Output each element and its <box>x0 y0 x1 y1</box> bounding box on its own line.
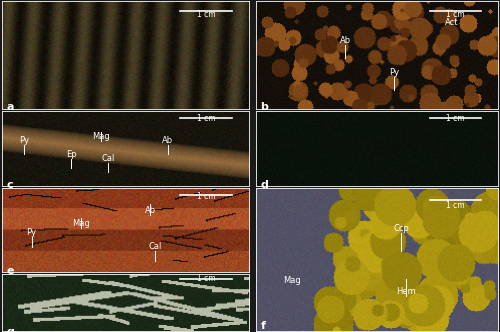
Text: Py: Py <box>19 136 30 145</box>
Text: e: e <box>7 266 14 276</box>
Text: 1 cm: 1 cm <box>446 10 465 19</box>
Text: 1 cm: 1 cm <box>446 114 465 123</box>
Text: Mag: Mag <box>72 219 90 228</box>
Text: Ab: Ab <box>145 206 156 214</box>
Text: Hem: Hem <box>396 287 415 296</box>
Text: c: c <box>7 180 14 190</box>
Text: 1 cm: 1 cm <box>197 10 216 19</box>
Text: Ccp: Ccp <box>393 224 409 233</box>
Text: Mag: Mag <box>283 276 301 285</box>
Text: 1 cm: 1 cm <box>446 202 465 210</box>
Text: Act: Act <box>445 18 458 27</box>
Text: Cal: Cal <box>148 242 162 251</box>
Text: g: g <box>7 327 15 332</box>
Text: Ab: Ab <box>162 136 173 145</box>
Text: 1 cm: 1 cm <box>197 114 216 123</box>
Text: a: a <box>7 102 14 112</box>
Text: Ep: Ep <box>66 150 76 159</box>
Text: 1 cm: 1 cm <box>197 192 216 201</box>
Text: d: d <box>260 180 268 190</box>
Text: Mag: Mag <box>92 132 110 141</box>
Text: Cal: Cal <box>102 154 115 163</box>
Text: Py: Py <box>388 68 399 77</box>
Text: 1 cm: 1 cm <box>197 274 216 283</box>
Text: b: b <box>260 102 268 112</box>
Text: Py: Py <box>26 227 36 237</box>
Text: f: f <box>260 321 266 331</box>
Text: Ab: Ab <box>340 36 351 44</box>
